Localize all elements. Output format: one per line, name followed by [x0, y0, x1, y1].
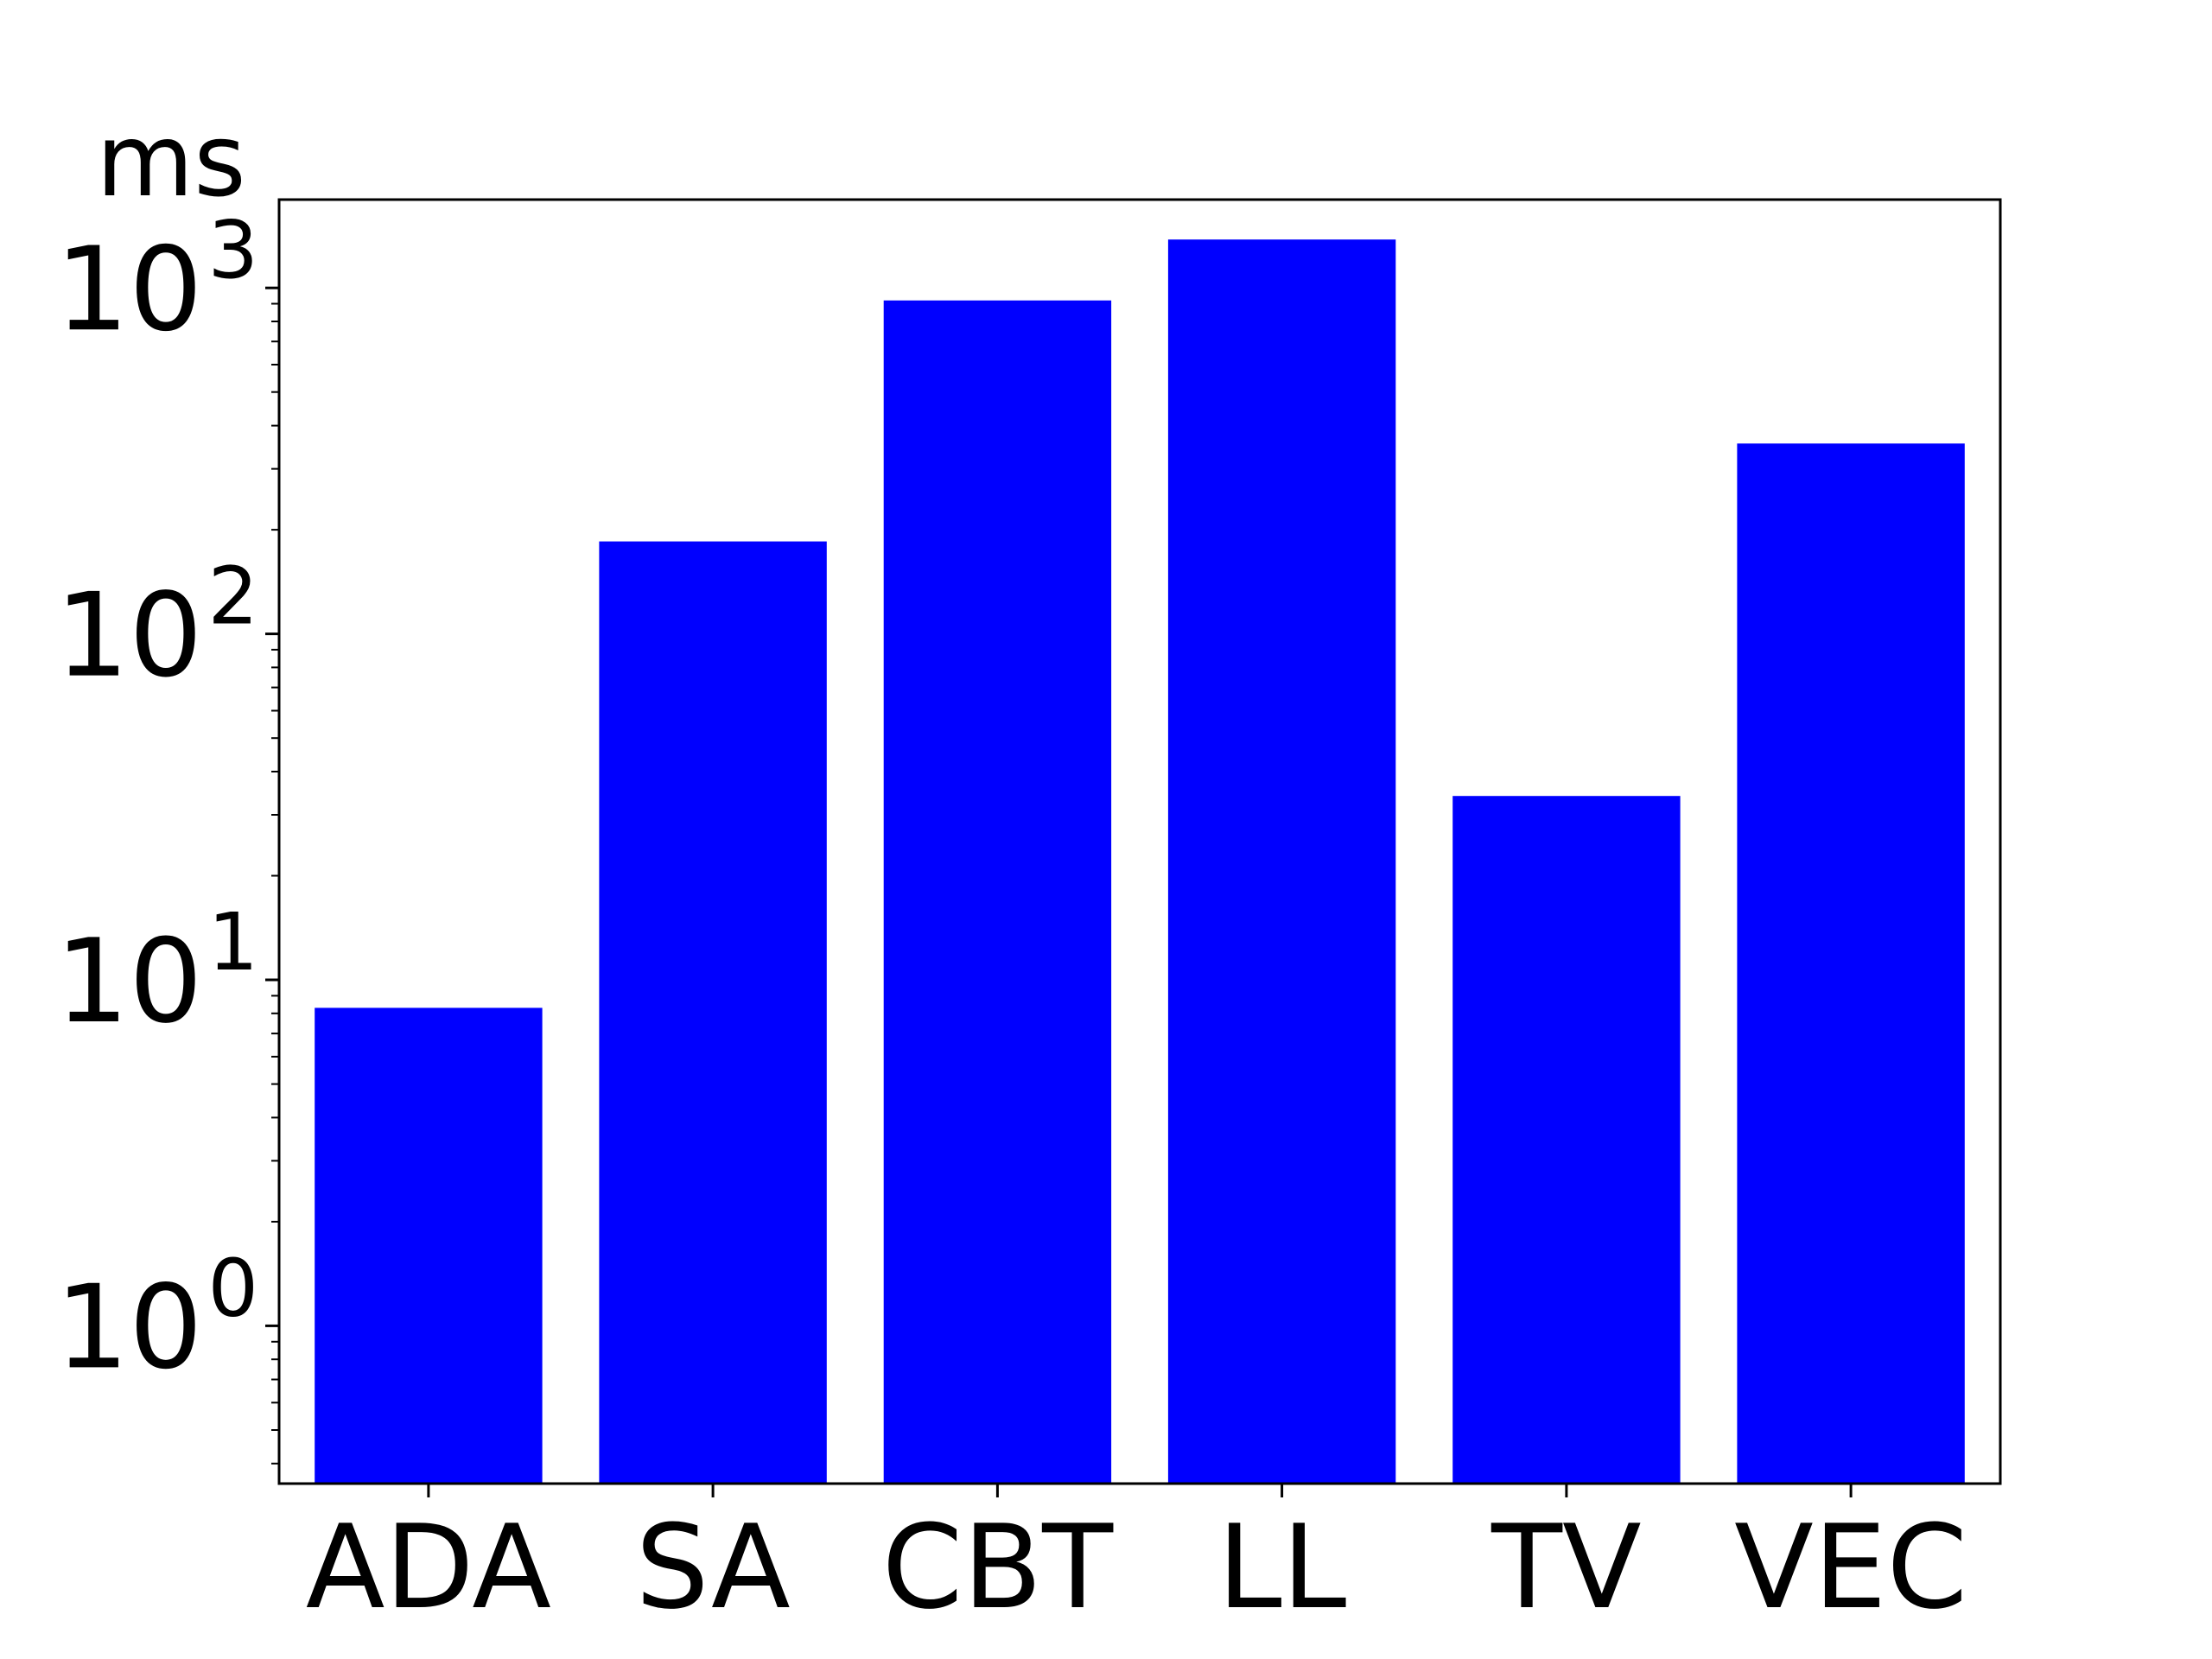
y-axis-label: ms — [96, 103, 245, 219]
bar-cbt — [883, 300, 1112, 1484]
bar-sa — [599, 541, 827, 1484]
bar-ll — [1167, 239, 1396, 1484]
y-tick-label: 103 — [55, 204, 258, 357]
y-tick-label: 102 — [55, 550, 258, 703]
x-tick-label-sa: SA — [635, 1500, 790, 1635]
bars — [315, 239, 1965, 1484]
bar-tv — [1452, 796, 1681, 1484]
x-tick-label-vec: VEC — [1734, 1500, 1967, 1635]
x-tick-label-tv: TV — [1491, 1500, 1642, 1635]
x-tick-label-ada: ADA — [306, 1500, 551, 1635]
x-tick-label-cbt: CBT — [882, 1500, 1114, 1635]
x-tick-label-ll: LL — [1217, 1500, 1346, 1635]
bar-vec — [1737, 443, 1965, 1484]
labels: ms ADA SA CBT LL TV VEC 100 101 102 103 — [55, 103, 1967, 1635]
plot-frame — [277, 198, 2002, 1485]
bar-ada — [315, 1007, 543, 1484]
y-tick-label: 100 — [55, 1242, 258, 1395]
axes — [265, 198, 2002, 1497]
y-tick-label: 101 — [55, 896, 258, 1049]
